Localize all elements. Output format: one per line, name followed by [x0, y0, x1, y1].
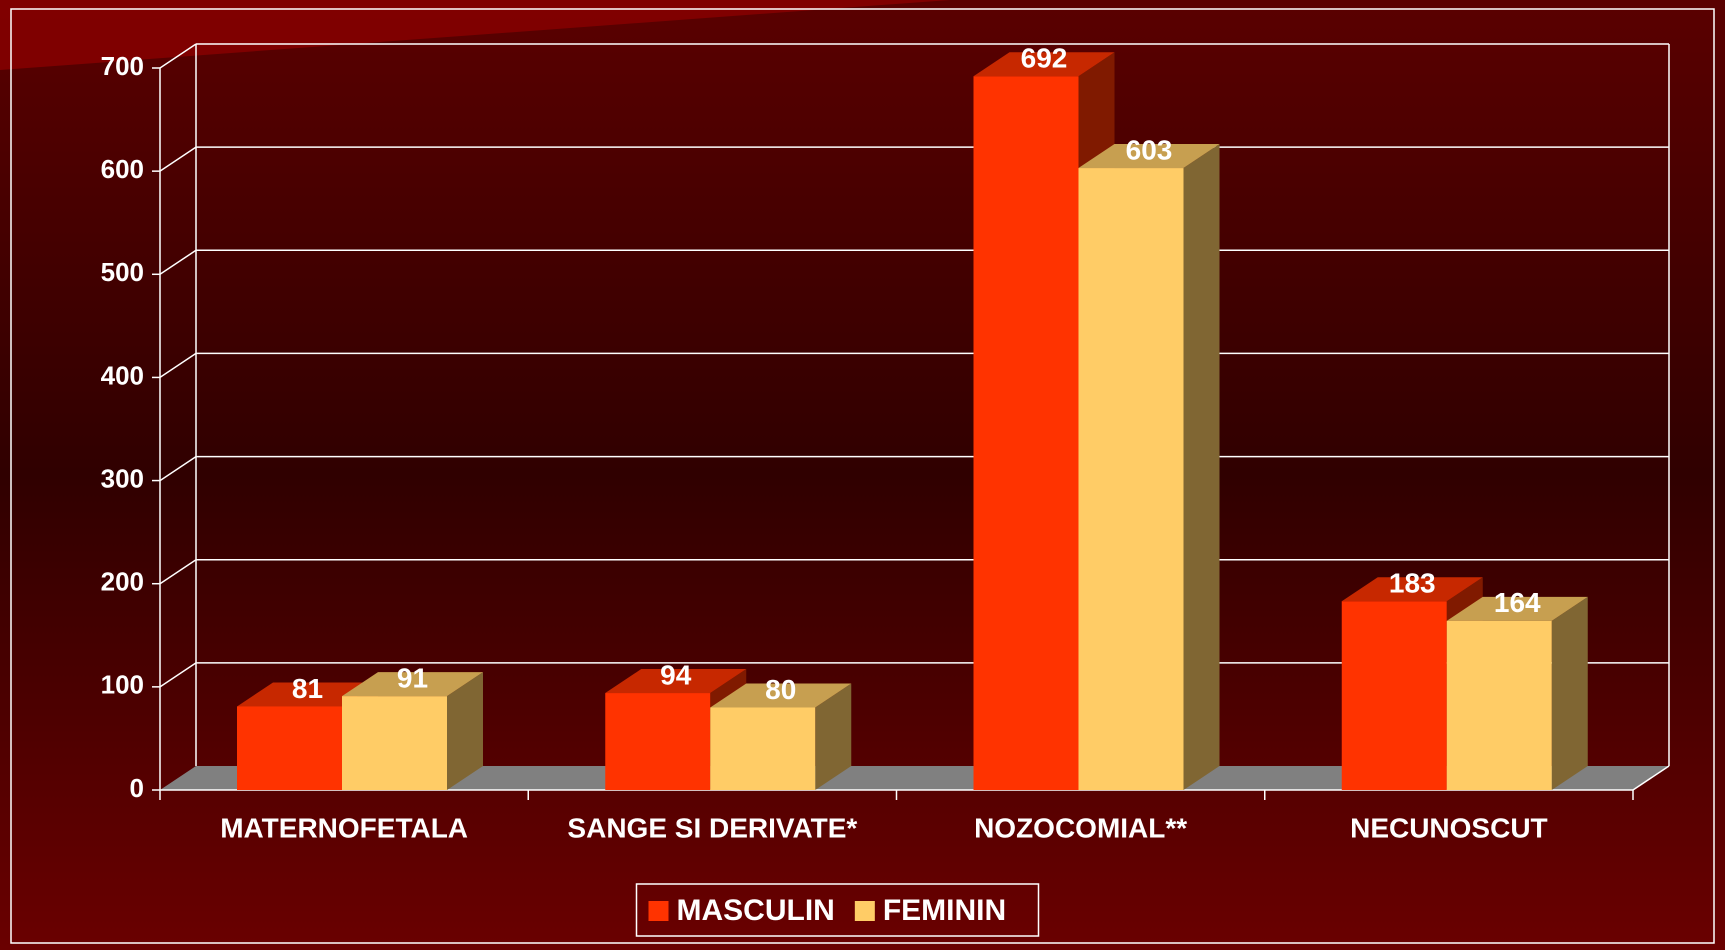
legend-label: MASCULIN: [677, 894, 835, 927]
grid-line-side: [159, 249, 197, 275]
bar-side: [815, 683, 852, 790]
bar-top: [605, 669, 747, 694]
data-label: 692: [1021, 43, 1068, 74]
bar: [710, 707, 816, 790]
data-label: 164: [1494, 587, 1541, 618]
data-label: 91: [397, 663, 428, 694]
data-label: 94: [660, 659, 692, 690]
data-label: 80: [765, 674, 796, 705]
grid-line-side: [159, 352, 197, 379]
data-label: 603: [1126, 134, 1173, 165]
bar: [973, 76, 1079, 791]
grid-line-side: [159, 146, 197, 172]
grid-line-side: [159, 43, 197, 69]
bar: [1341, 601, 1447, 790]
x-tick-label: MATERNOFETALA: [220, 812, 468, 843]
data-label: 81: [292, 673, 323, 704]
bar-top: [342, 672, 483, 697]
y-tick-label: 700: [101, 51, 144, 81]
x-tick-label: SANGE SI DERIVATE*: [567, 812, 857, 843]
bar-top: [710, 683, 852, 708]
grid-line-side: [159, 455, 197, 482]
bar: [1078, 168, 1184, 790]
legend-swatch: [854, 901, 875, 921]
bar-side: [1551, 596, 1588, 790]
legend-swatch: [648, 901, 669, 921]
bar: [605, 693, 711, 790]
y-tick-label: 400: [101, 360, 144, 390]
y-tick-label: 0: [130, 773, 144, 803]
x-tick-label: NECUNOSCUT: [1350, 812, 1548, 843]
bar-top: [973, 52, 1115, 77]
bar: [1446, 620, 1552, 790]
grid-line-side: [159, 662, 197, 688]
bar-side: [1183, 144, 1220, 790]
floor: [160, 766, 1669, 790]
legend-label: FEMININ: [883, 894, 1006, 927]
bar-side: [447, 672, 483, 790]
highlight: [0, 0, 950, 70]
grid-line-side: [159, 559, 197, 585]
y-tick-label: 500: [101, 257, 144, 287]
y-tick-label: 100: [101, 670, 144, 700]
floor-edge: [1632, 765, 1670, 791]
legend-box: [635, 883, 1040, 937]
x-tick-label: NOZOCOMIAL**: [974, 812, 1187, 843]
y-tick-label: 200: [101, 567, 144, 597]
bar-top: [1078, 144, 1220, 169]
bar: [342, 696, 447, 790]
y-tick-label: 300: [101, 463, 144, 493]
bar-top: [1341, 577, 1483, 602]
bar: [237, 706, 342, 790]
frame: [10, 8, 1715, 944]
data-label: 183: [1389, 568, 1436, 599]
bar-top: [1446, 596, 1588, 621]
y-tick-label: 600: [101, 154, 144, 184]
